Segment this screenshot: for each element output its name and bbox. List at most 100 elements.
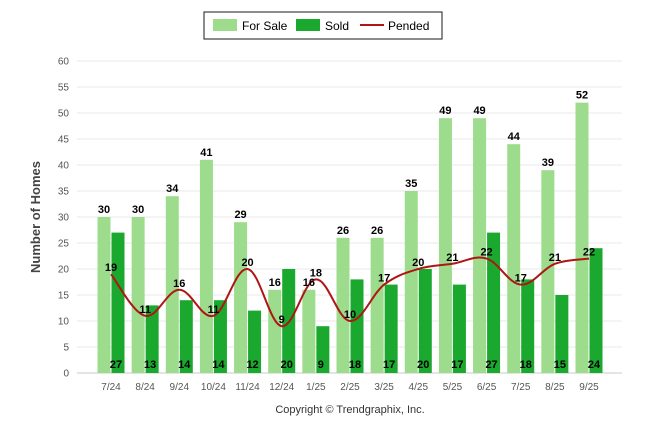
x-axis: 7/24 8/24 9/24 10/24 11/24 12/24 1/25 2/25 3/25 4… xyxy=(101,382,599,393)
label-pended: 17 xyxy=(378,273,390,285)
label-for-sale: 30 xyxy=(98,204,110,216)
label-sold: 12 xyxy=(246,359,258,371)
label-pended: 21 xyxy=(549,252,561,264)
label-pended: 18 xyxy=(310,267,322,279)
label-for-sale: 49 xyxy=(473,105,485,117)
bar-sold[interactable] xyxy=(316,326,330,373)
bar-sold[interactable] xyxy=(521,279,535,373)
legend-label-pended[interactable]: Pended xyxy=(388,19,429,33)
label-sold: 13 xyxy=(144,359,156,371)
x-tick-label: 7/25 xyxy=(511,382,531,393)
x-tick-label: 12/24 xyxy=(269,382,294,393)
bar-for-sale[interactable] xyxy=(199,159,213,373)
bar-for-sale[interactable] xyxy=(370,237,384,373)
legend-label-sold[interactable]: Sold xyxy=(325,19,349,33)
label-pended: 17 xyxy=(515,273,527,285)
x-tick-label: 10/24 xyxy=(201,382,226,393)
y-tick-label: 35 xyxy=(58,187,70,198)
label-sold: 27 xyxy=(485,359,497,371)
bar-for-sale[interactable] xyxy=(302,289,316,373)
x-tick-label: 9/25 xyxy=(579,382,599,393)
label-sold: 17 xyxy=(383,359,395,371)
bar-for-sale[interactable] xyxy=(268,289,282,373)
label-for-sale: 16 xyxy=(303,277,315,289)
bar-sold[interactable] xyxy=(179,300,193,373)
label-for-sale: 39 xyxy=(542,157,554,169)
label-sold: 18 xyxy=(349,359,361,371)
bar-sold[interactable] xyxy=(589,248,603,373)
x-tick-label: 6/25 xyxy=(477,382,497,393)
y-tick-label: 45 xyxy=(58,135,70,146)
label-for-sale: 26 xyxy=(371,225,383,237)
bar-sold[interactable] xyxy=(111,232,125,373)
bar-for-sale[interactable] xyxy=(165,196,179,373)
legend-label-for-sale[interactable]: For Sale xyxy=(242,19,288,33)
copyright-credit: Copyright © Trendgraphix, Inc. xyxy=(275,404,424,416)
pended-line-layer xyxy=(110,256,590,328)
bar-sold[interactable] xyxy=(384,284,398,373)
bar-for-sale[interactable] xyxy=(404,191,418,373)
y-axis-title: Number of Homes xyxy=(28,161,43,273)
y-tick-label: 55 xyxy=(58,83,70,94)
label-sold: 17 xyxy=(451,359,463,371)
bar-for-sale[interactable] xyxy=(507,144,521,373)
label-for-sale: 26 xyxy=(337,225,349,237)
label-for-sale: 16 xyxy=(269,277,281,289)
label-pended: 20 xyxy=(412,257,424,269)
legend-swatch-sold xyxy=(296,19,320,31)
x-tick-label: 8/25 xyxy=(545,382,565,393)
x-tick-label: 4/25 xyxy=(409,382,429,393)
x-tick-label: 11/24 xyxy=(235,382,260,393)
label-pended: 11 xyxy=(208,304,220,316)
label-for-sale: 41 xyxy=(200,147,212,159)
x-tick-label: 5/25 xyxy=(443,382,463,393)
label-pended: 11 xyxy=(139,304,151,316)
y-tick-label: 5 xyxy=(63,343,69,354)
label-for-sale: 52 xyxy=(576,90,588,102)
y-tick-label: 10 xyxy=(58,317,70,328)
bar-sold[interactable] xyxy=(487,232,501,373)
bar-sold[interactable] xyxy=(145,305,159,373)
label-pended: 16 xyxy=(173,278,185,290)
y-tick-label: 60 xyxy=(58,57,70,68)
bar-for-sale[interactable] xyxy=(234,222,248,373)
label-pended: 10 xyxy=(344,309,356,321)
y-tick-label: 50 xyxy=(58,109,70,120)
y-tick-label: 20 xyxy=(58,265,70,276)
bar-for-sale[interactable] xyxy=(131,217,145,373)
bar-for-sale[interactable] xyxy=(473,118,487,373)
x-tick-label: 9/24 xyxy=(170,382,190,393)
label-sold: 20 xyxy=(281,359,293,371)
pended-line[interactable] xyxy=(110,256,590,328)
label-pended: 19 xyxy=(105,262,117,274)
bar-sold[interactable] xyxy=(213,300,227,373)
bar-sold[interactable] xyxy=(418,269,432,373)
label-pended: 21 xyxy=(446,252,458,264)
bar-for-sale[interactable] xyxy=(97,217,111,373)
legend[interactable]: For Sale Sold Pended xyxy=(203,11,443,40)
x-tick-label: 8/24 xyxy=(135,382,155,393)
bar-sold[interactable] xyxy=(248,310,262,373)
label-sold: 14 xyxy=(178,359,191,371)
y-tick-label: 30 xyxy=(58,213,70,224)
bar-for-sale[interactable] xyxy=(336,237,350,373)
x-tick-label: 2/25 xyxy=(340,382,360,393)
bar-for-sale[interactable] xyxy=(438,118,452,373)
legend-swatch-for-sale xyxy=(213,19,237,31)
label-for-sale: 44 xyxy=(508,131,521,143)
label-sold: 9 xyxy=(318,359,324,371)
x-tick-label: 1/25 xyxy=(306,382,326,393)
y-tick-label: 0 xyxy=(63,369,69,380)
label-sold: 20 xyxy=(417,359,429,371)
y-axis: 0 5 10 15 20 25 30 35 40 45 50 55 60 xyxy=(58,57,70,380)
label-for-sale: 49 xyxy=(439,105,451,117)
label-sold: 18 xyxy=(520,359,532,371)
bar-sold[interactable] xyxy=(555,295,569,373)
bar-sold[interactable] xyxy=(350,279,364,373)
bar-sold[interactable] xyxy=(452,284,466,373)
bar-for-sale[interactable] xyxy=(541,170,555,373)
bar-for-sale[interactable] xyxy=(575,102,589,373)
label-sold: 15 xyxy=(554,359,566,371)
data-labels: 30 27 30 13 34 14 41 14 29 12 16 20 16 9 26 18 26 17 35 20 4… xyxy=(98,90,601,371)
